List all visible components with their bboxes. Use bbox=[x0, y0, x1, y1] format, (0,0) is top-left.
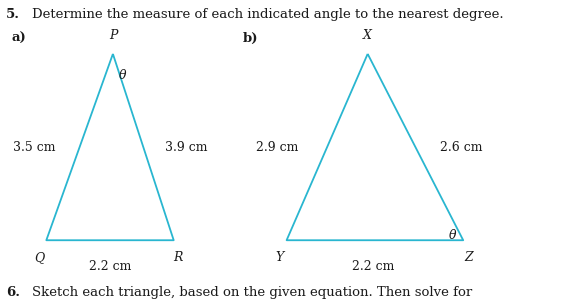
Text: θ: θ bbox=[119, 69, 126, 82]
Text: θ: θ bbox=[449, 229, 456, 241]
Text: b): b) bbox=[243, 32, 259, 45]
Text: 3.5 cm: 3.5 cm bbox=[13, 141, 55, 154]
Text: P: P bbox=[109, 29, 117, 42]
Text: Z: Z bbox=[465, 251, 473, 264]
Text: 2.2 cm: 2.2 cm bbox=[352, 260, 395, 273]
Text: Determine the measure of each indicated angle to the nearest degree.: Determine the measure of each indicated … bbox=[32, 8, 504, 21]
Text: 6.: 6. bbox=[6, 286, 20, 299]
Text: 5.: 5. bbox=[6, 8, 20, 21]
Text: Q: Q bbox=[34, 251, 45, 264]
Text: Y: Y bbox=[275, 251, 283, 264]
Text: Sketch each triangle, based on the given equation. Then solve for: Sketch each triangle, based on the given… bbox=[32, 286, 472, 299]
Text: 3.9 cm: 3.9 cm bbox=[165, 141, 207, 154]
Text: 2.2 cm: 2.2 cm bbox=[89, 260, 131, 273]
Text: a): a) bbox=[12, 32, 26, 45]
Text: X: X bbox=[363, 29, 372, 42]
Text: 2.6 cm: 2.6 cm bbox=[440, 141, 482, 154]
Text: R: R bbox=[174, 251, 183, 264]
Text: 2.9 cm: 2.9 cm bbox=[256, 141, 298, 154]
